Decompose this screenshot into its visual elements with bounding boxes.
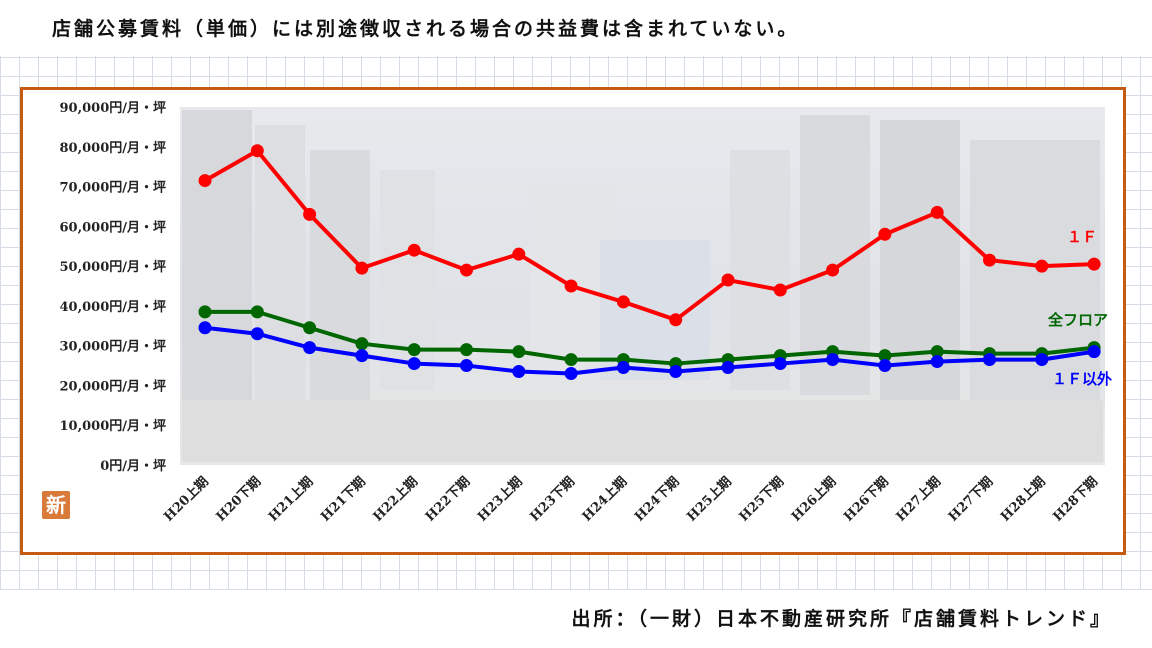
x-tick-label-3: H21下期 <box>318 474 368 524</box>
series-0-point-17 <box>1087 257 1101 271</box>
series-1-point-1 <box>250 305 264 319</box>
y-tick-label-9: 90,000円/月・坪 <box>59 101 166 116</box>
series-1-point-4 <box>407 343 421 357</box>
series-line-2 <box>204 325 1095 376</box>
x-tick-label-10: H25上期 <box>684 474 734 524</box>
series-0-point-0 <box>198 174 212 188</box>
plot-background <box>180 107 1105 465</box>
series-0-point-1 <box>250 144 264 158</box>
series-label-1: 全フロア <box>1047 311 1108 329</box>
series-0-point-3 <box>355 261 369 275</box>
series-0-point-11 <box>773 283 787 297</box>
header-band <box>0 0 1152 56</box>
y-tick-label-0: 0円/月・坪 <box>100 459 166 474</box>
x-tick-label-15: H27下期 <box>946 474 996 524</box>
x-tick-label-2: H21上期 <box>266 474 316 524</box>
x-axis: H20上期 H20下期 H21上期 H21下期 H22上期 H22下期 H23上期 H23下期… <box>161 474 1101 524</box>
series-2-point-1 <box>250 327 264 341</box>
series-2-point-14 <box>930 355 944 369</box>
series-0-point-9 <box>669 313 683 327</box>
series-2-point-13 <box>878 359 892 373</box>
x-tick-label-5: H22下期 <box>423 474 473 524</box>
series-label-0: １Ｆ <box>1067 228 1097 246</box>
series-2-point-2 <box>303 341 317 355</box>
series-2-point-7 <box>564 367 578 381</box>
series-label-2: １Ｆ以外 <box>1052 370 1112 388</box>
series-2-point-12 <box>826 353 840 367</box>
series-labels: １Ｆ 全フロア １Ｆ以外 <box>1047 228 1112 388</box>
series-0-point-4 <box>407 243 421 257</box>
x-tick-label-14: H27上期 <box>894 474 944 524</box>
series-0-point-14 <box>930 205 944 219</box>
series-2-point-4 <box>407 357 421 371</box>
y-tick-label-8: 80,000円/月・坪 <box>59 141 166 156</box>
series-1-point-3 <box>355 337 369 351</box>
series-2-point-8 <box>616 361 630 375</box>
x-tick-label-13: H26下期 <box>841 474 891 524</box>
x-tick-label-17: H28下期 <box>1050 474 1100 524</box>
series-1-point-0 <box>198 305 212 319</box>
y-tick-label-6: 60,000円/月・坪 <box>59 220 166 235</box>
series-0-point-13 <box>878 227 892 241</box>
series-line-1 <box>205 309 1095 366</box>
series-0-point-12 <box>826 263 840 277</box>
series-1-point-13 <box>878 349 892 363</box>
series-2-point-10 <box>721 361 735 375</box>
y-tick-label-5: 50,000円/月・坪 <box>59 260 166 275</box>
x-tick-label-7: H23下期 <box>527 474 577 524</box>
series-1-point-14 <box>930 345 944 359</box>
y-tick-label-1: 10,000円/月・坪 <box>59 419 166 434</box>
series-2-point-11 <box>773 357 787 371</box>
series-lines <box>198 144 1101 381</box>
x-tick-label-6: H23上期 <box>475 474 525 524</box>
series-0-point-15 <box>983 253 996 267</box>
series-2-point-0 <box>198 321 212 335</box>
x-tick-label-11: H25下期 <box>737 474 787 524</box>
series-0-point-10 <box>721 273 735 287</box>
y-axis: 0円/月・坪 10,000円/月・坪 20,000円/月・坪 30,000円/月・坪 4… <box>59 101 166 474</box>
x-tick-label-12: H26上期 <box>789 474 839 524</box>
series-2-point-9 <box>669 365 683 379</box>
x-tick-label-8: H24上期 <box>580 474 630 524</box>
series-0-point-2 <box>303 207 317 221</box>
series-2-point-5 <box>460 359 473 373</box>
series-1-point-5 <box>460 343 473 357</box>
x-tick-label-1: H20下期 <box>214 474 264 524</box>
series-0-point-16 <box>1035 259 1049 273</box>
series-0-point-6 <box>512 247 526 261</box>
y-tick-label-4: 40,000円/月・坪 <box>59 300 166 315</box>
series-2-point-16 <box>1035 353 1049 367</box>
y-tick-label-3: 30,000円/月・坪 <box>59 340 166 355</box>
x-tick-label-9: H24下期 <box>632 474 682 524</box>
series-0-point-8 <box>616 295 630 309</box>
series-2-point-15 <box>983 353 996 367</box>
x-tick-label-0: H20上期 <box>161 474 211 524</box>
logo-badge: 新 <box>42 491 70 519</box>
series-2-point-17 <box>1087 345 1101 359</box>
series-0-point-5 <box>460 263 473 277</box>
x-tick-label-4: H22上期 <box>371 474 421 524</box>
series-2-point-3 <box>355 349 369 363</box>
series-1-point-2 <box>303 321 317 335</box>
y-tick-label-7: 70,000円/月・坪 <box>59 181 166 196</box>
series-0-point-7 <box>564 279 578 293</box>
source-note: 出所：（一財）日本不動産研究所『店舗賃料トレンド』 <box>571 608 1112 630</box>
series-line-0 <box>204 148 1095 322</box>
y-tick-label-2: 20,000円/月・坪 <box>59 379 166 394</box>
source-band <box>0 590 1152 648</box>
series-1-point-7 <box>564 353 578 367</box>
x-tick-label-16: H28上期 <box>998 474 1048 524</box>
series-1-point-6 <box>512 345 526 359</box>
series-2-point-6 <box>512 365 526 379</box>
header-note: 店舗公募賃料（単価）には別途徴収される場合の共益費は含まれていない。 <box>52 18 800 40</box>
